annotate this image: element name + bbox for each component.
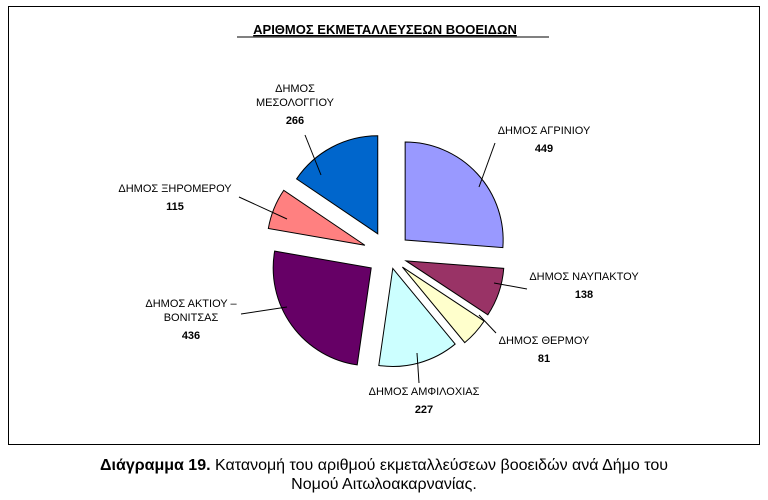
pie-slice-1	[404, 260, 505, 316]
slice-label-5-line-0: ΔΗΜΟΣ ΞΗΡΟΜΕΡΟΥ	[118, 183, 232, 195]
slice-value-6: 266	[286, 115, 304, 127]
caption-prefix: Διάγραμμα 19.	[100, 457, 211, 474]
slice-label-0-line-0: ΔΗΜΟΣ ΑΓΡΙΝΙΟΥ	[498, 125, 591, 137]
caption-line-2: Νομού Αιτωλοακαρνανίας.	[291, 476, 477, 493]
leader-line-3	[416, 352, 420, 384]
pie-slice-3	[378, 267, 456, 367]
pie-chart: ΑΡΙΘΜΟΣ ΕΚΜΕΤΑΛΛΕΥΣΕΩΝ ΒΟΟΕΙΔΩΝ ΔΗΜΟΣ ΑΓ…	[118, 22, 639, 416]
slice-label-6-line-1: ΜΕΣΟΛΟΓΓΙΟΥ	[256, 97, 335, 109]
pie-slice-4	[272, 250, 372, 366]
caption-text: Κατανομή του αριθμού εκμεταλλεύσεων βοοε…	[210, 457, 668, 474]
leader-line-1	[493, 282, 528, 290]
leader-line-2	[478, 314, 497, 334]
slice-label-4-line-1: ΒΟΝΙΤΣΑΣ	[164, 312, 219, 324]
pie-slice-6	[295, 135, 379, 235]
slice-label-6-line-0: ΔΗΜΟΣ	[275, 83, 315, 95]
pie-slice-0	[404, 141, 504, 249]
figure-caption: Διάγραμμα 19. Κατανομή του αριθμού εκμετ…	[0, 456, 768, 494]
slice-label-2-line-0: ΔΗΜΟΣ ΘΕΡΜΟΥ	[499, 335, 590, 347]
leader-lines	[238, 134, 528, 384]
slice-value-3: 227	[415, 404, 433, 416]
slice-value-4: 436	[182, 330, 200, 342]
caption-line-1: Διάγραμμα 19. Κατανομή του αριθμού εκμετ…	[0, 456, 768, 475]
chart-frame: ΑΡΙΘΜΟΣ ΕΚΜΕΤΑΛΛΕΥΣΕΩΝ ΒΟΟΕΙΔΩΝ ΔΗΜΟΣ ΑΓ…	[8, 6, 760, 445]
slice-value-0: 449	[535, 143, 553, 155]
leader-line-0	[478, 142, 496, 188]
chart-title: ΑΡΙΘΜΟΣ ΕΚΜΕΤΑΛΛΕΥΣΕΩΝ ΒΟΟΕΙΔΩΝ	[253, 22, 517, 37]
slice-value-1: 138	[575, 289, 593, 301]
leader-line-5	[238, 196, 288, 220]
slice-value-5: 115	[166, 201, 184, 213]
leader-line-6	[304, 134, 322, 176]
slice-label-4-line-0: ΔΗΜΟΣ ΑΚΤΙΟΥ –	[145, 298, 237, 310]
pie-slices	[267, 135, 505, 367]
slice-labels: ΔΗΜΟΣ ΑΓΡΙΝΙΟΥ 449 ΔΗΜΟΣ ΝΑΥΠΑΚΤΟΥ 138 ΔΗΜΟΣ…	[118, 83, 639, 416]
slice-value-2: 81	[538, 353, 550, 365]
pie-slice-5	[267, 189, 366, 246]
leader-line-4	[240, 306, 288, 315]
slice-label-3-line-0: ΔΗΜΟΣ ΑΜΦΙΛΟΧΙΑΣ	[369, 386, 480, 398]
slice-label-1-line-0: ΔΗΜΟΣ ΝΑΥΠΑΚΤΟΥ	[529, 271, 639, 283]
